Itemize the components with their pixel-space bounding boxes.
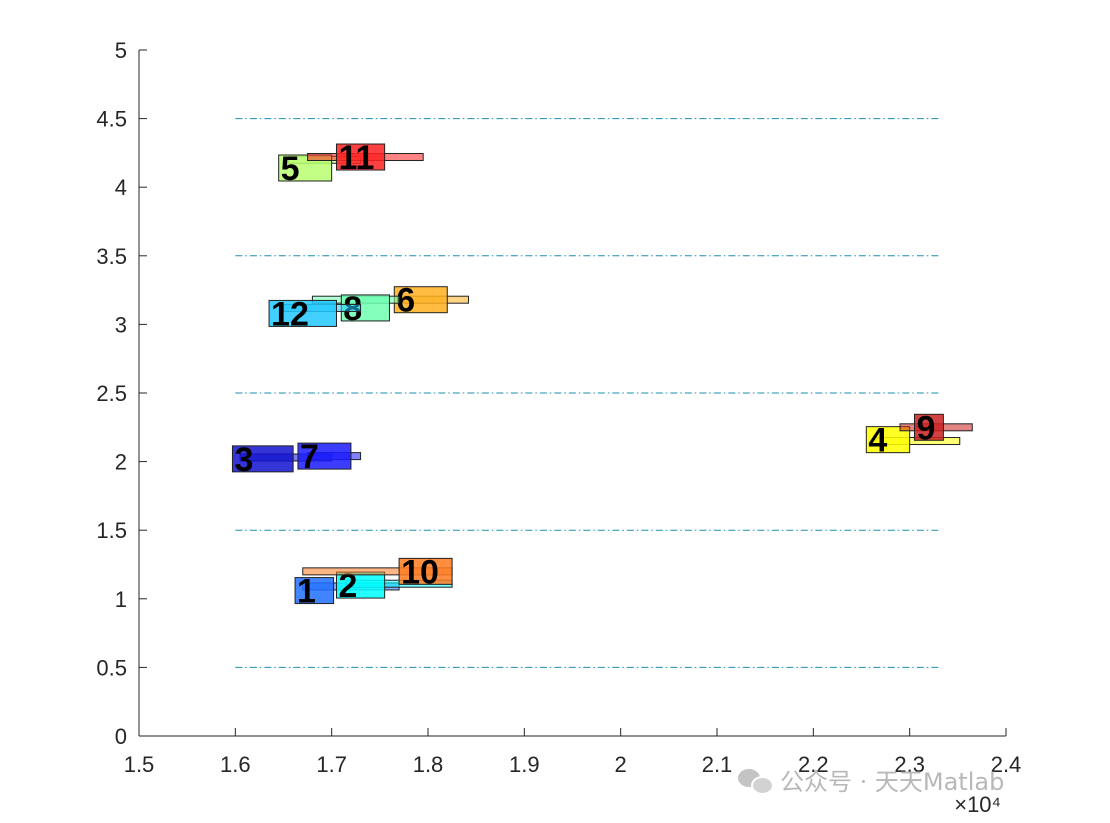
job-7: 7	[297, 438, 362, 476]
watermark-text: 公众号 · 天天Matlab	[780, 768, 1005, 796]
y-tick-label: 5	[115, 38, 127, 63]
watermark: 公众号 · 天天Matlab	[738, 762, 1004, 797]
job-6: 6	[393, 282, 469, 320]
x-tick-label: 2.1	[702, 752, 733, 777]
job-1-label: 1	[297, 573, 316, 611]
x-tick-label: 1.8	[413, 752, 444, 777]
y-tick-label: 1	[115, 587, 127, 612]
x-tick-label: 1.9	[509, 752, 540, 777]
x-tick-label: 1.5	[124, 752, 155, 777]
y-tick-label: 0.5	[96, 655, 127, 680]
x-tick-label: 2.3	[894, 752, 925, 777]
plot-area: 123456789101112	[231, 118, 973, 668]
job-3-bar	[231, 445, 294, 473]
y-tick-label: 4	[115, 175, 127, 200]
y-tick-label: 2.5	[96, 381, 127, 406]
job-4-bar	[865, 426, 911, 454]
job-10: 10	[302, 553, 453, 591]
job-3-label: 3	[234, 441, 253, 479]
job-7-label: 7	[300, 438, 319, 476]
job-6-label: 6	[396, 282, 415, 320]
x-tick-label: 2.2	[798, 752, 829, 777]
job-2-label: 2	[338, 567, 357, 605]
job-9-bar	[913, 413, 944, 441]
y-tick-label: 3.5	[96, 244, 127, 269]
job-10-bar	[398, 557, 453, 585]
y-tick-label: 3	[115, 312, 127, 337]
job-5-label: 5	[281, 150, 300, 188]
job-9: 9	[899, 409, 973, 447]
x-tick-label: 2.4	[991, 752, 1022, 777]
job-10-label: 10	[401, 553, 439, 591]
job-6-bar	[393, 286, 448, 314]
y-tick-label: 4.5	[96, 107, 127, 132]
x-tick-label: 1.6	[220, 752, 251, 777]
x-tick-label: 2	[615, 752, 627, 777]
wechat-icon	[738, 767, 774, 795]
axes: 1.5 1.6 1.7 1.8 1.9 2 2.1 2.2 2.3 2.4 ×10⁴ 0 0.5 1 1.5…	[96, 38, 1021, 817]
job-9-label: 9	[916, 409, 935, 447]
y-tick-label: 1.5	[96, 518, 127, 543]
job-11: 11	[307, 139, 424, 177]
x-tick-label: 1.7	[316, 752, 347, 777]
job-3: 3	[231, 441, 333, 479]
job-12: 12	[268, 295, 362, 333]
job-12-label: 12	[271, 295, 309, 333]
job-11-bar	[335, 143, 386, 171]
job-7-bar	[297, 442, 352, 470]
job-4: 4	[865, 422, 961, 460]
x-exponent-label: ×10⁴	[954, 792, 1001, 817]
job-4-label: 4	[868, 422, 887, 460]
y-tick-label: 2	[115, 450, 127, 475]
y-tick-label: 0	[115, 724, 127, 749]
job-11-label: 11	[338, 139, 374, 177]
job-12-bar	[268, 299, 337, 327]
job-1-bar	[294, 577, 335, 605]
